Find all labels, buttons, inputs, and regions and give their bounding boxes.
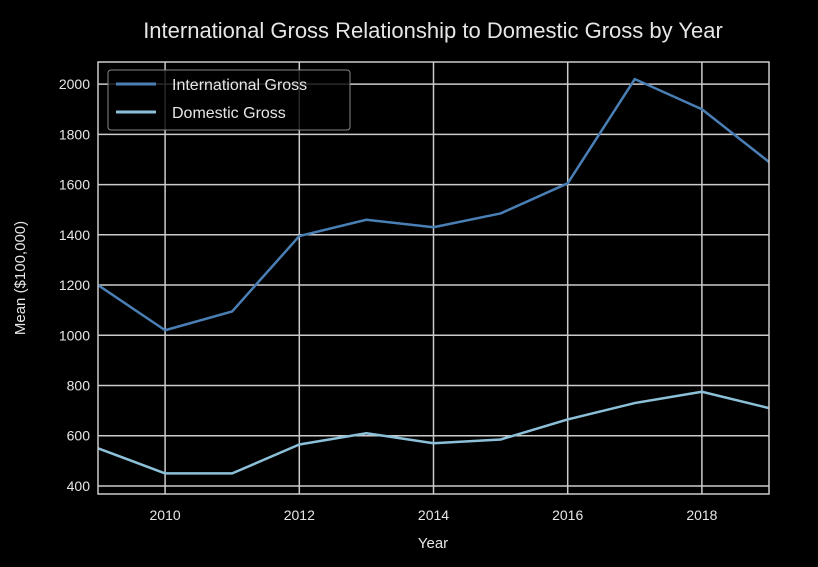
x-tick-label: 2012 — [284, 507, 315, 523]
legend-label-international: International Gross — [172, 77, 307, 94]
series-line-international — [97, 77, 770, 332]
y-tick-label: 400 — [67, 478, 91, 494]
legend-label-domestic: Domestic Gross — [172, 105, 286, 122]
series-lines — [97, 77, 770, 475]
plot-frame — [97, 61, 770, 495]
legend-box — [107, 69, 351, 131]
x-tick-labels: 2010 2012 2014 2016 2018 — [150, 507, 718, 523]
chart-title: International Gross Relationship to Dome… — [143, 18, 723, 43]
series-line-domestic — [97, 390, 770, 475]
y-tick-label: 1600 — [59, 177, 90, 193]
y-tick-labels: 400 600 800 1000 1200 1400 1600 1800 2000 — [59, 76, 90, 494]
x-tick-label: 2016 — [552, 507, 583, 523]
y-tick-label: 600 — [67, 428, 91, 444]
x-tick-label: 2014 — [418, 507, 449, 523]
y-tick-label: 800 — [67, 377, 91, 393]
y-tick-label: 1200 — [59, 277, 90, 293]
y-tick-label: 1400 — [59, 227, 90, 243]
legend: International Gross Domestic Gross — [107, 69, 351, 131]
y-tick-label: 2000 — [59, 76, 90, 92]
grid — [98, 62, 769, 494]
x-tick-label: 2010 — [150, 507, 181, 523]
y-tick-label: 1800 — [59, 126, 90, 142]
y-axis-label: Mean ($100,000) — [12, 221, 29, 335]
x-tick-label: 2018 — [686, 507, 717, 523]
x-axis-label: Year — [418, 535, 448, 552]
y-tick-label: 1000 — [59, 327, 90, 343]
